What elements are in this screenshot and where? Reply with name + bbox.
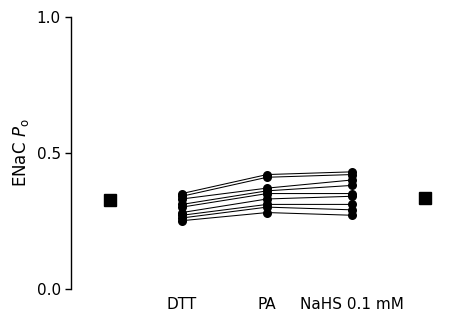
Y-axis label: ENaC $\mathit{P}_\mathrm{o}$: ENaC $\mathit{P}_\mathrm{o}$ [11, 119, 31, 187]
